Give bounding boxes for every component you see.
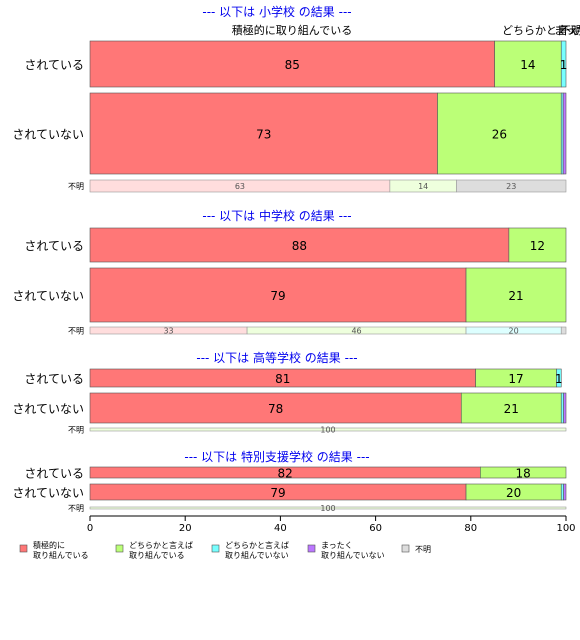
bar-segment	[560, 392, 564, 424]
data-label: 23	[506, 182, 516, 191]
bar-segment	[560, 40, 567, 88]
data-label: 100	[320, 426, 335, 435]
row-label: されていない	[12, 289, 84, 303]
legend-swatch	[115, 544, 124, 553]
row-label: されていない	[12, 486, 84, 500]
data-label: 14	[418, 182, 428, 191]
row-label-unknown: 不明	[68, 504, 84, 513]
bar-segment	[89, 92, 438, 175]
legend-label: 取り組んでいない	[321, 550, 385, 560]
bar-segment	[460, 392, 562, 424]
x-tick-label: 0	[87, 523, 93, 534]
data-label: 73	[256, 128, 271, 142]
panel-title: --- 以下は 中学校 の結果 ---	[202, 208, 351, 223]
legend-label: 取り組んでいる	[129, 550, 185, 560]
legend-label: 不明	[415, 545, 431, 554]
row-label-unknown: 不明	[68, 182, 84, 191]
bar-segment	[437, 92, 562, 175]
data-label: 20	[509, 327, 519, 336]
data-label: 1	[560, 58, 568, 72]
data-label: 1	[555, 372, 563, 386]
bar-segment	[480, 466, 567, 479]
row-label-unknown: 不明	[68, 426, 84, 435]
top-label-0: 積極的に取り組んでいる	[232, 23, 352, 37]
data-label: 79	[270, 289, 285, 303]
bar-segment	[562, 92, 567, 175]
data-label: 33	[163, 327, 173, 336]
x-tick-label: 40	[274, 523, 287, 534]
row-label: されている	[24, 372, 84, 386]
data-label: 85	[285, 58, 300, 72]
top-label-1: どちらかと言えば	[502, 24, 580, 37]
data-label: 88	[292, 239, 307, 253]
x-tick-label: 100	[556, 523, 575, 534]
legend-label: まったく	[321, 541, 353, 550]
panel-title: --- 以下は 高等学校 の結果 ---	[196, 350, 357, 365]
x-tick-label: 20	[179, 523, 192, 534]
bar-segment	[563, 483, 567, 501]
legend-label: どちらかと言えば	[129, 540, 193, 550]
panel-title: --- 以下は 特別支援学校 の結果 ---	[184, 449, 369, 464]
legend-label: 取り組んでいる	[33, 550, 89, 560]
bar-segment	[89, 392, 462, 424]
row-label: されていない	[12, 128, 84, 142]
x-tick-label: 60	[369, 523, 382, 534]
row-label: されている	[24, 239, 84, 253]
data-label: 21	[504, 402, 519, 416]
bar-segment	[508, 227, 567, 263]
row-label: されている	[24, 467, 84, 481]
data-label: 81	[275, 372, 290, 386]
data-label: 78	[268, 402, 283, 416]
bar-segment	[89, 267, 467, 323]
bar-segment	[556, 368, 562, 388]
legend-swatch	[401, 544, 410, 553]
bar-segment	[89, 40, 495, 88]
bar-segment	[560, 326, 567, 335]
legend-swatch	[307, 544, 316, 553]
row-label-unknown: 不明	[68, 327, 84, 336]
data-label: 14	[520, 58, 535, 72]
data-label: 46	[351, 327, 361, 336]
data-label: 82	[278, 467, 293, 481]
bar-segment	[563, 392, 567, 424]
bar-segment	[465, 267, 567, 323]
legend-swatch	[211, 544, 220, 553]
data-label: 26	[492, 128, 507, 142]
legend-swatch	[19, 544, 28, 553]
data-label: 17	[508, 372, 523, 386]
data-label: 100	[320, 504, 335, 513]
bar-segment	[89, 427, 567, 432]
legend-label: どちらかと言えば	[225, 540, 289, 550]
row-label: されていない	[12, 402, 84, 416]
data-label: 20	[506, 486, 521, 500]
panel-title: --- 以下は 小学校 の結果 ---	[202, 4, 351, 19]
data-label: 18	[516, 467, 531, 481]
bar-segment	[89, 506, 567, 510]
row-label: されている	[24, 58, 84, 72]
data-label: 12	[530, 239, 545, 253]
bar-segment	[560, 483, 564, 501]
bar-segment	[456, 179, 567, 193]
top-label-3: まったく	[554, 24, 580, 37]
x-tick-label: 80	[464, 523, 477, 534]
legend-label: 積極的に	[33, 540, 65, 550]
data-label: 21	[508, 289, 523, 303]
data-label: 63	[235, 182, 245, 191]
data-label: 79	[270, 486, 285, 500]
top-label-2: 不明	[560, 24, 580, 37]
legend-label: 取り組んでいない	[225, 550, 289, 560]
